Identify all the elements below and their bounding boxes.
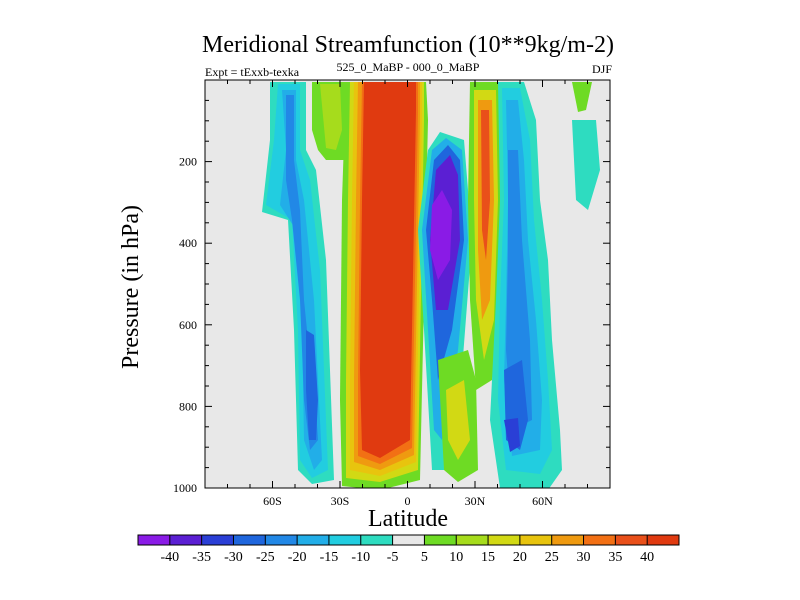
colorbar-swatch xyxy=(138,535,171,545)
colorbar-swatch xyxy=(456,535,489,545)
y-axis-title: Pressure (in hPa) xyxy=(118,205,144,369)
contour-nh-navy xyxy=(504,418,520,452)
colorbar-swatch xyxy=(519,535,553,545)
contour-far-north-cyan xyxy=(572,120,600,210)
contour-fills xyxy=(262,82,600,488)
y-tick-label: 1000 xyxy=(173,481,197,495)
contour-st-red xyxy=(481,110,490,260)
contour-eq-neg-core xyxy=(430,190,452,280)
colorbar-level-label: -25 xyxy=(256,550,275,565)
x-tick-label: 30N xyxy=(465,494,486,508)
x-tick-label: 60S xyxy=(263,494,282,508)
colorbar: -40 -35 -30 -25 -20 -15 -10 -5 5 10 15 20 25 30 35 40 xyxy=(137,534,680,565)
colorbar-swatch xyxy=(392,535,425,545)
contour-nh-blue xyxy=(506,150,532,430)
colorbar-level-label: 30 xyxy=(577,550,591,565)
colorbar-level-label: -10 xyxy=(351,550,370,565)
colorbar-swatch xyxy=(328,535,362,545)
contour-eq-lower-yellow xyxy=(446,380,470,460)
colorbar-level-label: 10 xyxy=(449,550,463,565)
colorbar-swatch xyxy=(647,535,680,545)
contour-sh-deep-blue xyxy=(306,330,318,440)
colorbar-swatch xyxy=(297,535,330,545)
y-tick-label: 600 xyxy=(179,318,197,332)
x-tick-label: 60N xyxy=(532,494,553,508)
x-axis: 60S 30S 0 30N 60N xyxy=(227,80,588,508)
colorbar-level-label: 25 xyxy=(545,550,559,565)
chart-subtitle-center: 525_0_MaBP - 000_0_MaBP xyxy=(337,60,480,74)
colorbar-swatch xyxy=(583,535,616,545)
contour-main-core xyxy=(360,82,416,458)
colorbar-swatch xyxy=(488,535,521,545)
colorbar-level-label: -15 xyxy=(320,550,339,565)
colorbar-level-label: 15 xyxy=(481,550,495,565)
colorbar-swatch xyxy=(615,535,648,545)
x-tick-label: 0 xyxy=(405,494,411,508)
colorbar-swatch xyxy=(360,535,394,545)
contour-far-north-green xyxy=(572,82,592,112)
colorbar-swatch xyxy=(551,535,585,545)
x-tick-label: 30S xyxy=(331,494,350,508)
colorbar-frame xyxy=(137,534,680,546)
colorbar-level-label: 35 xyxy=(608,550,622,565)
y-tick-label: 400 xyxy=(179,236,197,250)
colorbar-level-label: -35 xyxy=(192,550,211,565)
colorbar-level-label: -5 xyxy=(387,550,399,565)
y-axis: 200 400 600 800 1000 xyxy=(173,99,610,495)
y-tick-label: 800 xyxy=(179,399,197,413)
chart-subtitle-right: DJF xyxy=(592,62,612,76)
colorbar-swatch xyxy=(265,535,298,545)
chart-title: Meridional Streamfunction (10**9kg/m-2) xyxy=(202,32,614,58)
colorbar-level-label: -40 xyxy=(160,550,179,565)
colorbar-level-label: 40 xyxy=(640,550,654,565)
contour-sh-positive-yellow xyxy=(320,84,342,150)
chart-subtitle-left: Expt = tExxb-texka xyxy=(205,65,300,79)
colorbar-swatch xyxy=(233,535,266,545)
colorbar-swatch xyxy=(424,535,457,545)
x-axis-title: Latitude xyxy=(368,506,448,532)
colorbar-level-label: -30 xyxy=(224,550,243,565)
colorbar-swatch xyxy=(169,535,203,545)
colorbar-level-label: -20 xyxy=(288,550,307,565)
colorbar-swatch xyxy=(201,535,234,545)
colorbar-level-label: 5 xyxy=(421,550,428,565)
colorbar-level-label: 20 xyxy=(513,550,527,565)
y-tick-label: 200 xyxy=(179,155,197,169)
